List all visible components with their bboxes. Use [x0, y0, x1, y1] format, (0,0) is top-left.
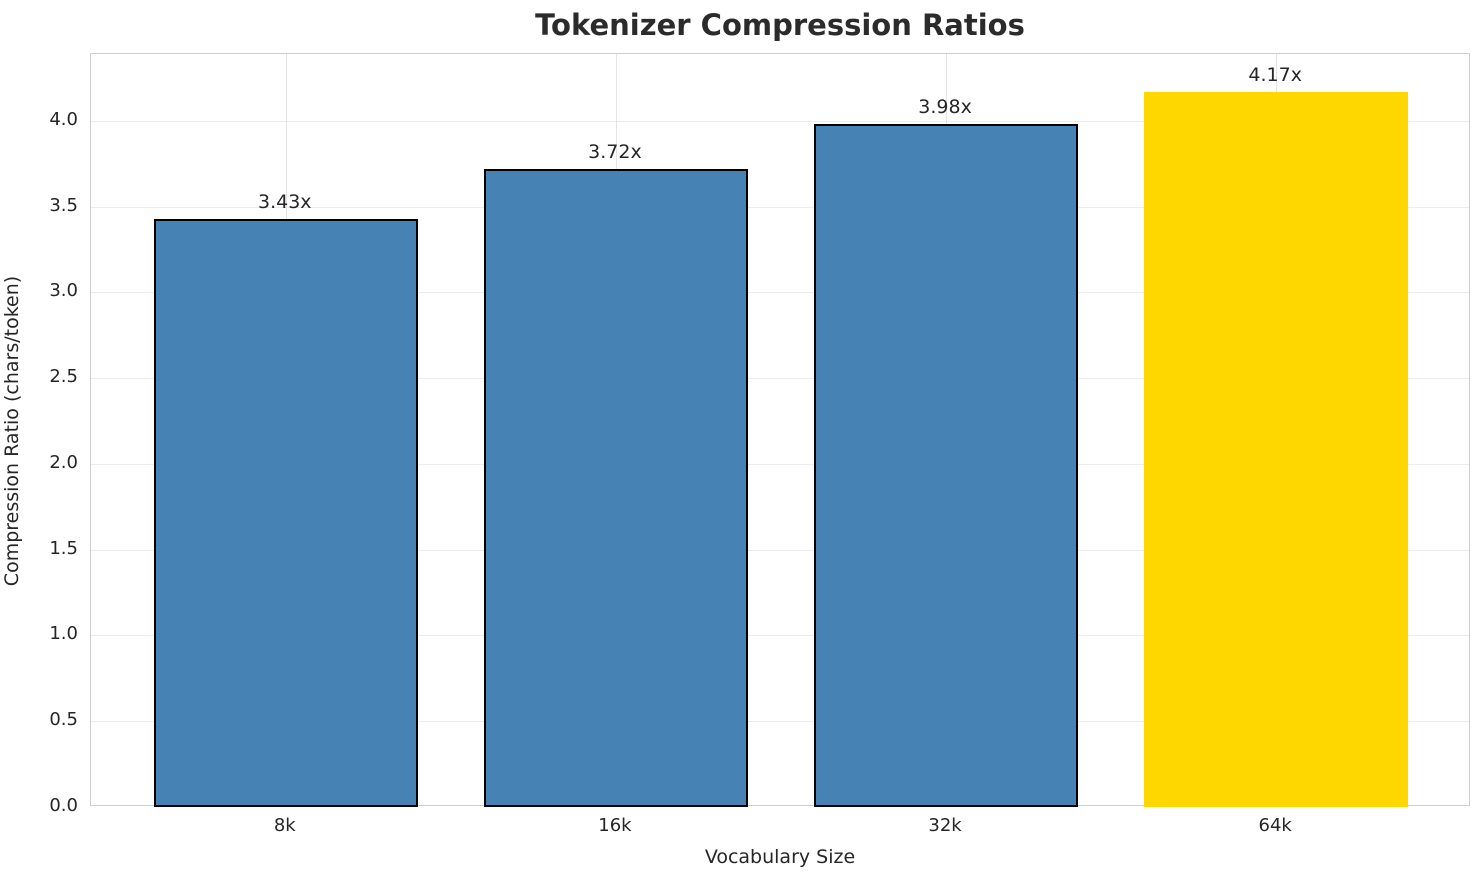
x-tick-label: 8k: [273, 815, 296, 836]
gridline-h: [91, 378, 1469, 380]
bar-value-label: 3.43x: [258, 190, 312, 213]
y-tick-label: 0.0: [49, 795, 78, 816]
gridline-h: [91, 120, 1469, 122]
chart-title: Tokenizer Compression Ratios: [535, 8, 1025, 42]
gridline-h: [91, 206, 1469, 208]
plot-area: [90, 53, 1470, 807]
x-tick-label: 16k: [598, 815, 632, 836]
y-tick-label: 0.5: [49, 709, 78, 731]
bar: [1144, 91, 1409, 807]
bar: [814, 124, 1079, 807]
bar: [483, 168, 748, 807]
bar: [153, 218, 418, 807]
bar-value-label: 3.98x: [918, 96, 972, 119]
y-tick-label: 2.5: [49, 366, 78, 388]
y-tick-label: 3.5: [49, 194, 78, 216]
x-tick-label: 32k: [928, 815, 962, 836]
gridline-h: [91, 292, 1469, 294]
x-axis-label: Vocabulary Size: [704, 846, 856, 868]
y-tick-label: 4.0: [49, 108, 78, 130]
gridline-h: [91, 721, 1469, 723]
x-tick-label: 64k: [1258, 815, 1292, 836]
y-tick-label: 1.0: [49, 623, 78, 645]
y-tick-label: 3.0: [49, 280, 78, 302]
bar-value-label: 4.17x: [1248, 63, 1302, 86]
y-tick-label: 1.5: [49, 537, 78, 559]
y-tick-label: 2.0: [49, 451, 78, 473]
bar-value-label: 3.72x: [588, 140, 642, 163]
gridline-h: [91, 463, 1469, 465]
gridline-h: [91, 635, 1469, 637]
gridline-h: [91, 549, 1469, 551]
